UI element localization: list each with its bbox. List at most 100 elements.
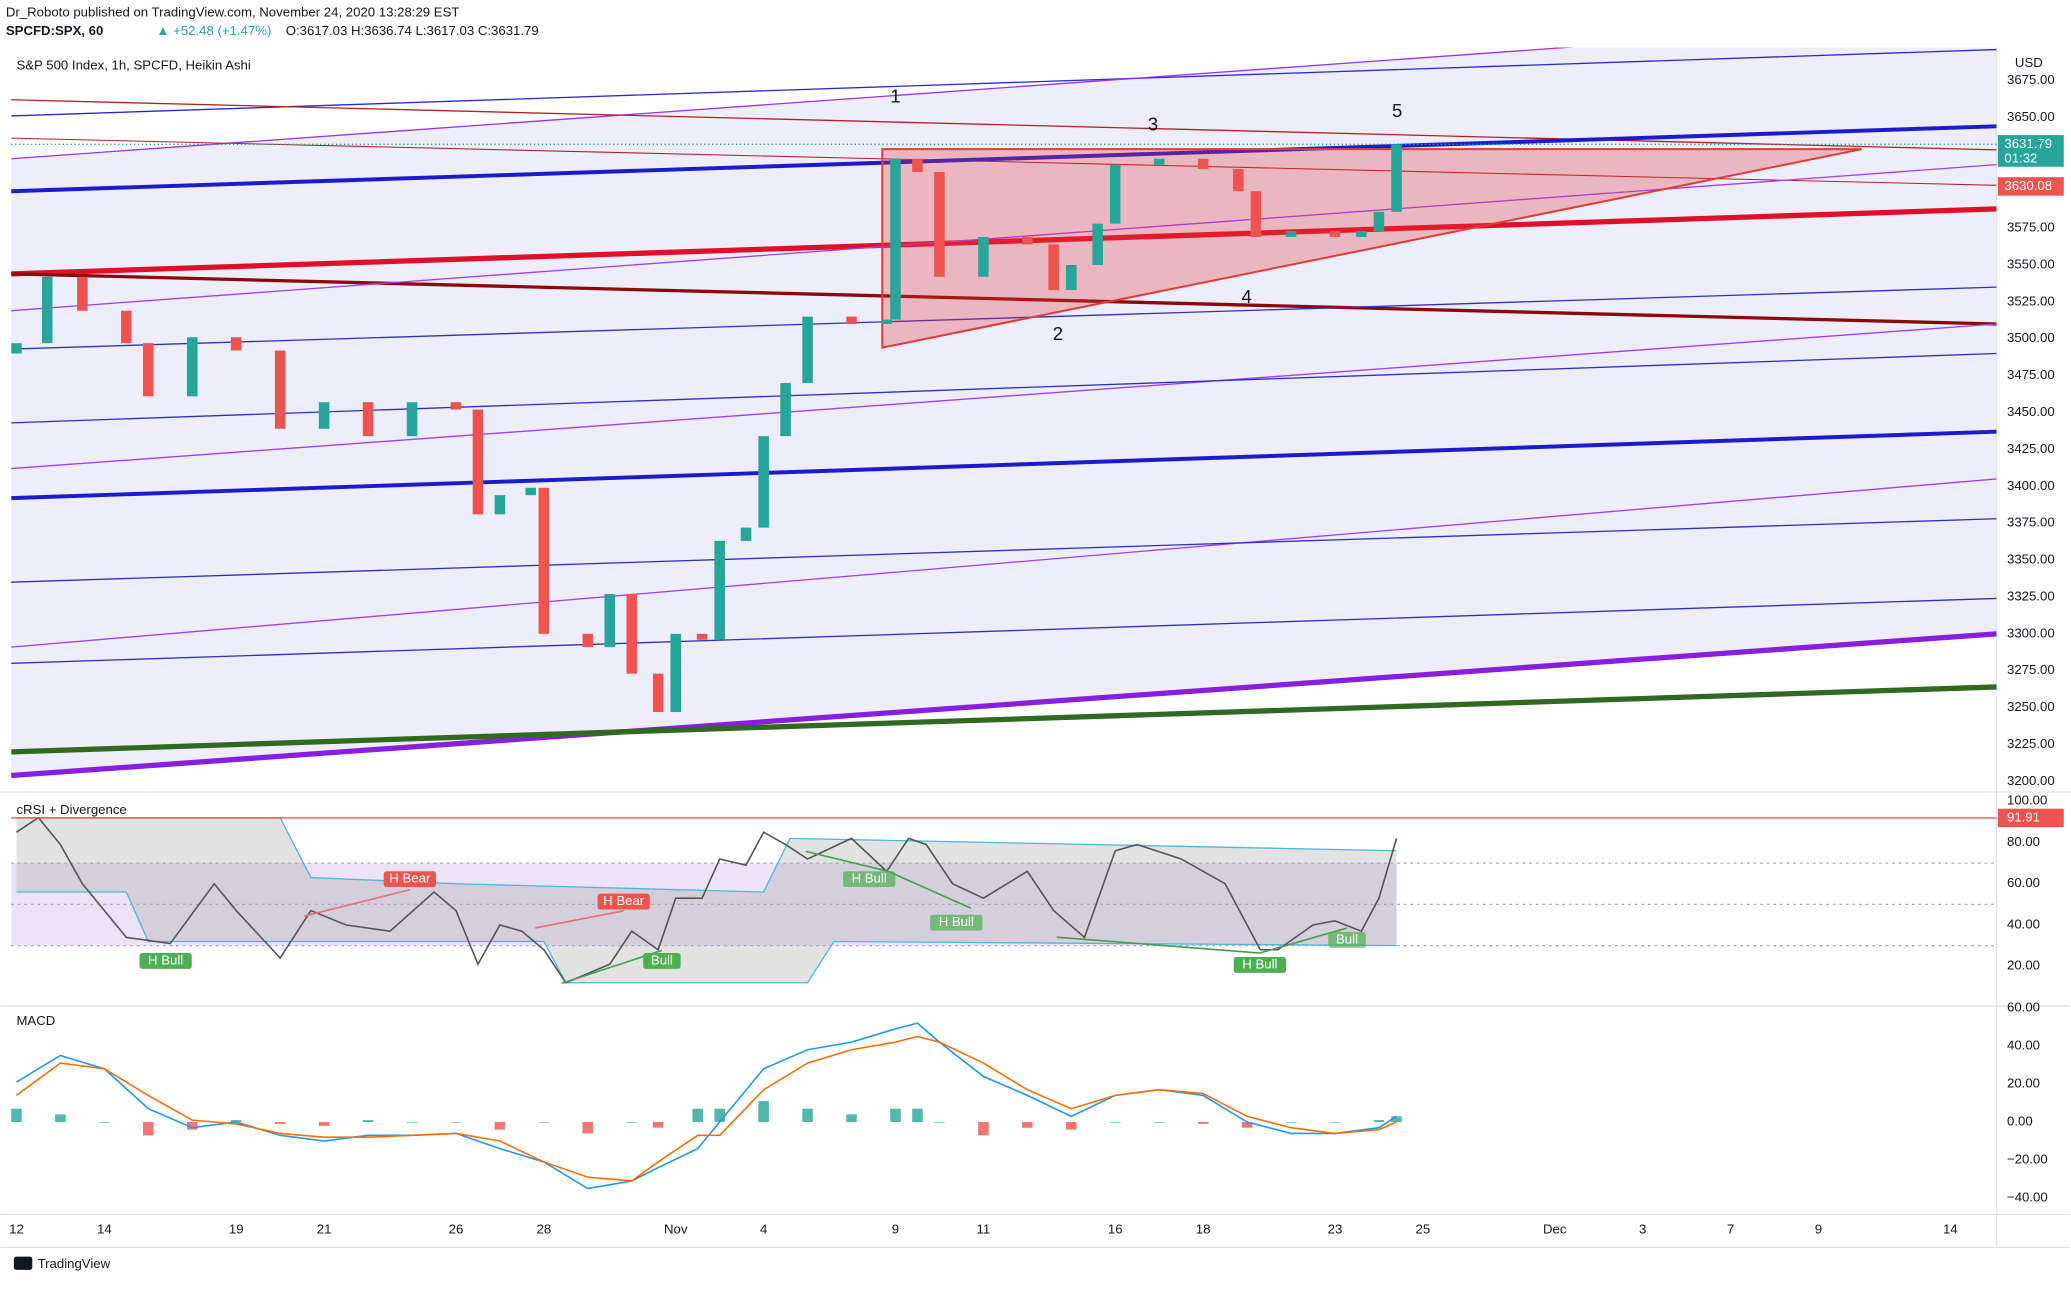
histogram-bar (494, 1122, 506, 1130)
divergence-tag (597, 893, 650, 910)
histogram-bar (11, 1108, 22, 1123)
histogram-bar (626, 1122, 638, 1123)
x-tick-label: 14 (1943, 1222, 1958, 1237)
y-tick-label: 3675.00 (2007, 72, 2055, 87)
y-tick-label: 3300.00 (2007, 625, 2055, 640)
histogram-bar (538, 1122, 550, 1123)
y-tick-label: 3200.00 (2007, 773, 2055, 788)
candle (450, 402, 462, 410)
histogram-bar (802, 1108, 813, 1123)
divergence-tag (383, 871, 436, 888)
x-tick-label: 12 (9, 1222, 24, 1237)
divergence-tag (1233, 957, 1287, 973)
divergence-tag (930, 914, 983, 931)
x-tick-label: 26 (449, 1222, 464, 1237)
divergence-label: H Bull (939, 914, 974, 929)
x-tick-label: 9 (892, 1222, 899, 1237)
candle (1356, 231, 1367, 237)
currency: USD (2015, 55, 2043, 70)
candle (121, 310, 132, 344)
triangle-pattern (881, 148, 1862, 349)
trend-line (11, 48, 1997, 117)
divergence-label: H Bull (148, 952, 183, 967)
y-tick-label: 20.00 (2007, 1075, 2040, 1090)
divergence-line (304, 888, 411, 917)
histogram-bar (582, 1122, 594, 1134)
histogram-bar (846, 1114, 857, 1123)
candle (934, 172, 945, 277)
divergence-line (805, 850, 888, 872)
candle (1329, 231, 1341, 237)
histogram-bar (143, 1122, 154, 1136)
candle (714, 540, 725, 640)
y-tick-label: 100.00 (2007, 793, 2047, 808)
y-tick-label: 3400.00 (2007, 478, 2055, 493)
candle (740, 527, 752, 541)
divergence-tag (1328, 931, 1366, 948)
candle (494, 495, 506, 515)
histogram-bar (99, 1122, 110, 1123)
histogram-bar (1391, 1116, 1402, 1123)
trend-line (11, 323, 1997, 470)
trend-line (11, 124, 1997, 194)
trend-line (11, 272, 1997, 326)
x-tick-label: 23 (1328, 1222, 1343, 1237)
candle (525, 487, 536, 496)
y-tick-label: −40.00 (2007, 1190, 2048, 1205)
x-tick-label: 11 (977, 1222, 991, 1237)
wave-label: 2 (1053, 323, 1063, 344)
candle (780, 383, 791, 437)
rsi-title: cRSI + Divergence (16, 802, 126, 817)
x-tick-label: 9 (1815, 1222, 1822, 1237)
divergence-line (535, 910, 624, 929)
histogram-bar (1285, 1122, 1297, 1123)
histogram-bar (450, 1122, 462, 1123)
divergence-label: H Bull (852, 871, 887, 886)
histogram-bar (1109, 1122, 1121, 1123)
countdown: 01:32 (2004, 150, 2037, 165)
histogram-bar (692, 1108, 703, 1123)
last-price-box (1997, 135, 2064, 167)
x-tick-label: 3 (1639, 1222, 1646, 1237)
candle (1048, 244, 1059, 291)
divergence-label: Bull (1336, 931, 1358, 946)
candle (143, 343, 154, 397)
rsi-line (16, 816, 1398, 984)
x-tick-label: 14 (97, 1222, 112, 1237)
divergence-tag (643, 953, 681, 969)
candle (670, 633, 682, 713)
histogram-bar (1373, 1120, 1385, 1123)
candle (1109, 164, 1121, 224)
candle (604, 593, 616, 648)
x-tick-label: Nov (664, 1222, 688, 1237)
candle (881, 319, 892, 324)
candle (230, 337, 242, 351)
candle (1233, 169, 1244, 192)
divergence-label: Bull (651, 952, 673, 967)
divergence-line (887, 870, 972, 909)
histogram-bar (978, 1122, 989, 1136)
candle (1285, 231, 1297, 237)
histogram-bar (758, 1101, 769, 1123)
trend-line (11, 631, 1997, 779)
y-tick-label: 3575.00 (2007, 220, 2055, 235)
main-plot (11, 47, 1997, 779)
histogram-bar (186, 1122, 198, 1130)
y-tick-label: 40.00 (2007, 916, 2040, 931)
candle (582, 633, 594, 648)
rsi-zone (11, 863, 1397, 946)
macd-line (15, 1035, 1397, 1182)
divergence-tag (139, 953, 192, 969)
histogram-bar (1153, 1122, 1165, 1123)
y-tick-label: 3450.00 (2007, 404, 2055, 419)
trend-line (11, 137, 1997, 186)
logo (13, 1256, 33, 1270)
histogram-bar (1329, 1122, 1341, 1123)
divergence-label: H Bear (603, 893, 645, 908)
y-tick-label: 3550.00 (2007, 256, 2055, 271)
y-tick-label: 3350.00 (2007, 552, 2055, 567)
y-tick-label: 3250.00 (2007, 699, 2055, 714)
candle (1391, 144, 1402, 212)
